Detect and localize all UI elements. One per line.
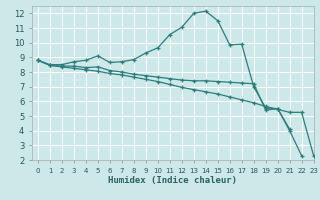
X-axis label: Humidex (Indice chaleur): Humidex (Indice chaleur) [108,176,237,185]
